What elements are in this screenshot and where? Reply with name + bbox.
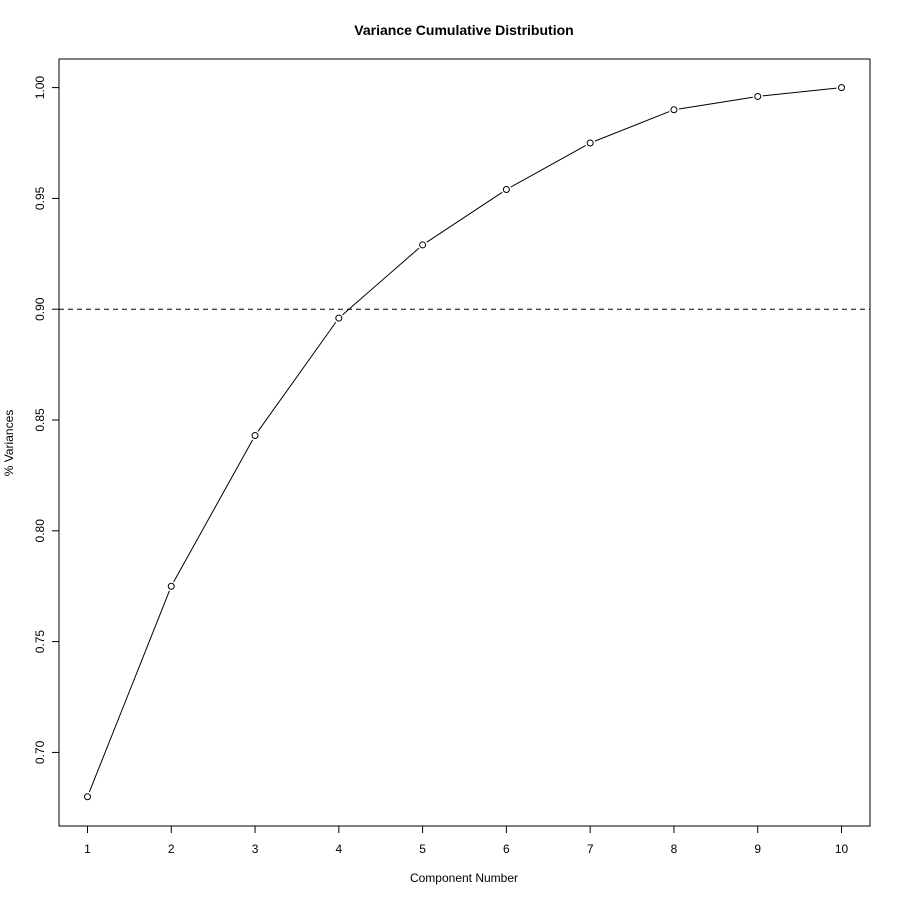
x-tick-label-1: 1 <box>84 842 91 856</box>
y-axis: 0.70 0.75 0.80 0.85 0.90 0.95 1.00 <box>33 76 59 764</box>
y-tick-label-0.75: 0.75 <box>33 630 47 654</box>
data-point-9 <box>754 92 762 100</box>
x-tick-label-5: 5 <box>419 842 426 856</box>
data-point-8 <box>670 106 678 114</box>
x-tick-label-10: 10 <box>835 842 849 856</box>
y-tick-label-0.95: 0.95 <box>33 186 47 210</box>
x-tick-label-4: 4 <box>335 842 342 856</box>
x-tick-label-6: 6 <box>503 842 510 856</box>
x-axis-label: Component Number <box>410 871 518 885</box>
chart-title: Variance Cumulative Distribution <box>354 22 573 38</box>
data-point-5 <box>419 241 427 249</box>
y-tick-label-0.80: 0.80 <box>33 519 47 543</box>
plot-frame <box>58 58 871 827</box>
x-tick-label-7: 7 <box>587 842 594 856</box>
data-point-7 <box>586 139 594 147</box>
data-point-4 <box>335 314 343 322</box>
data-points <box>83 84 846 801</box>
data-point-1 <box>83 793 91 801</box>
x-tick-label-2: 2 <box>168 842 175 856</box>
y-tick-label-0.85: 0.85 <box>33 408 47 432</box>
data-point-10 <box>838 84 846 92</box>
data-point-3 <box>251 432 259 440</box>
series-path <box>88 87 837 793</box>
y-tick-label-1.00: 1.00 <box>33 76 47 100</box>
x-tick-label-3: 3 <box>252 842 259 856</box>
y-tick-label-0.90: 0.90 <box>33 297 47 321</box>
data-point-2 <box>167 582 175 590</box>
x-tick-label-9: 9 <box>754 842 761 856</box>
data-point-6 <box>502 186 510 194</box>
x-axis: 1 2 3 4 5 6 7 8 9 10 <box>84 826 849 856</box>
x-tick-label-8: 8 <box>671 842 678 856</box>
y-tick-label-0.70: 0.70 <box>33 740 47 764</box>
y-axis-label: % Variances <box>2 410 16 476</box>
